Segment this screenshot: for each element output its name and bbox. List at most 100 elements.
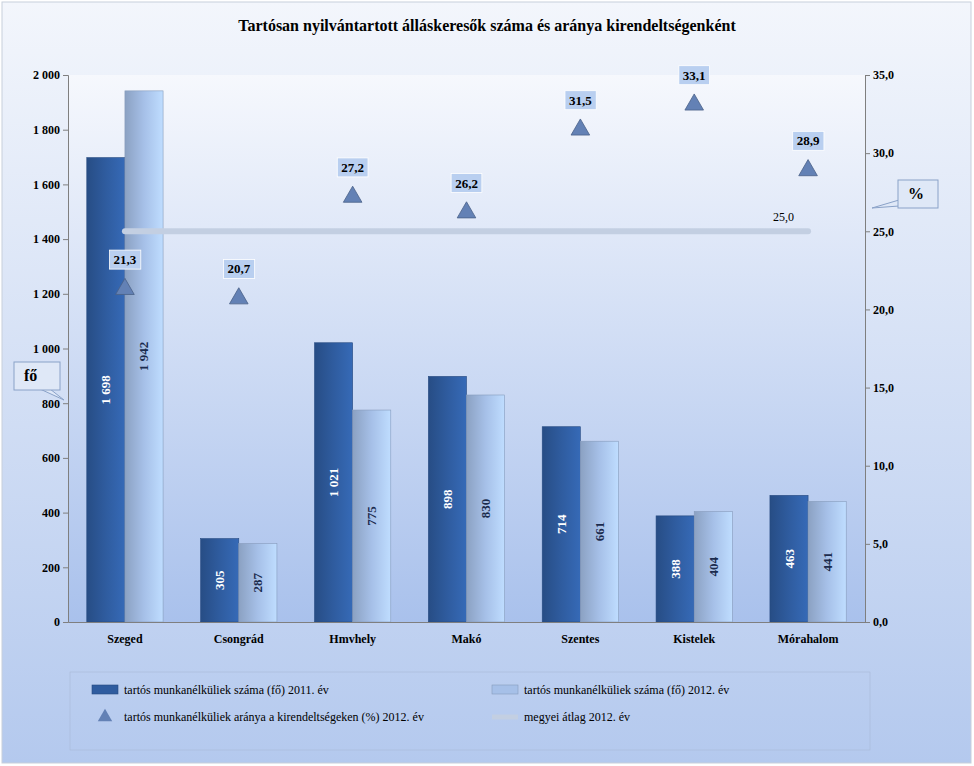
tick-label: 200 <box>42 561 60 575</box>
background <box>2 2 971 763</box>
data-label-box: 21,3 <box>110 250 141 269</box>
data-label: 898 <box>440 489 455 509</box>
tick: 2 000 <box>33 68 68 82</box>
legend-symbol <box>98 709 112 721</box>
data-label: 830 <box>478 499 493 519</box>
tick: 20,0 <box>865 303 894 317</box>
marker <box>457 202 476 218</box>
data-label: 26,2 <box>455 176 478 191</box>
tick-mark <box>865 466 870 467</box>
data-label: 31,5 <box>569 93 592 108</box>
tick-mark <box>63 458 68 459</box>
callout-box <box>14 362 60 390</box>
tick-label: 1 400 <box>33 232 60 246</box>
legend-item: megyei átlag 2012. év <box>492 710 630 724</box>
y-axis: 02004006008001 0001 2001 4001 6001 8002 … <box>33 68 69 629</box>
data-label: 1 021 <box>326 468 341 497</box>
tick-mark <box>63 349 68 350</box>
data-label-box: 27,2 <box>337 158 368 177</box>
marker <box>116 278 135 294</box>
label-background <box>110 250 141 269</box>
label-background <box>565 91 596 110</box>
tick: 25,0 <box>865 225 894 239</box>
tick-label: 800 <box>42 397 60 411</box>
chart: Tartósan nyilvántartott álláskeresők szá… <box>0 0 974 766</box>
data-label: 388 <box>668 559 683 579</box>
data-label: 21,3 <box>114 252 137 267</box>
tick: 600 <box>42 451 68 465</box>
tick: 10,0 <box>865 459 894 473</box>
data-label-box: 28,9 <box>793 131 824 150</box>
tick: 30,0 <box>865 146 894 160</box>
tick-label: 2 000 <box>33 68 60 82</box>
tick-label: 15,0 <box>873 381 894 395</box>
tick: 15,0 <box>865 381 894 395</box>
data-label-box: 33,1 <box>679 66 710 85</box>
tick-mark <box>63 403 68 404</box>
tick: Mórahalom <box>778 622 839 646</box>
marker <box>685 94 704 110</box>
data-label: 1 698 <box>98 375 113 405</box>
bar <box>770 495 808 622</box>
tick-mark <box>63 184 68 185</box>
bar <box>808 501 846 622</box>
bar <box>353 410 391 622</box>
tick-mark <box>63 622 68 623</box>
tick-mark <box>63 239 68 240</box>
bar <box>87 158 125 622</box>
data-label: 20,7 <box>227 261 250 276</box>
y2-axis-title: % <box>872 180 938 208</box>
bar <box>315 343 353 622</box>
tick-label: Szentes <box>561 632 599 646</box>
data-label: 1 942 <box>136 342 151 371</box>
tick: Szeged <box>107 622 143 646</box>
legend-label: megyei átlag 2012. év <box>524 710 630 724</box>
tick-mark <box>865 153 870 154</box>
tick: 1 000 <box>33 342 68 356</box>
data-label: 305 <box>212 570 227 590</box>
tick: Szentes <box>561 622 599 646</box>
tick-label: 20,0 <box>873 303 894 317</box>
data-label: 463 <box>782 548 797 568</box>
data-label: 775 <box>364 506 379 526</box>
tick: Kistelek <box>673 622 715 646</box>
bar <box>656 516 694 622</box>
tick: 0,0 <box>865 615 888 629</box>
data-label: 404 <box>706 557 721 577</box>
callout-tail <box>40 389 64 400</box>
bar <box>542 427 580 622</box>
legend: tartós munkanélküliek száma (fő) 2011. é… <box>70 672 870 750</box>
tick-label: 1 200 <box>33 287 60 301</box>
line <box>125 228 808 234</box>
label-background <box>679 66 710 85</box>
axis-title: % <box>908 185 924 202</box>
tick-mark <box>63 567 68 568</box>
tick-label: 30,0 <box>873 146 894 160</box>
marks <box>87 91 846 622</box>
tick-mark <box>865 388 870 389</box>
tick-mark <box>63 294 68 295</box>
legend-label: tartós munkanélküliek száma (fő) 2011. é… <box>124 683 329 697</box>
label-background <box>223 259 254 278</box>
legend-label: tartós munkanélküliek aránya a kirendelt… <box>124 710 424 724</box>
tick: Csongrád <box>214 622 264 646</box>
legend-item: tartós munkanélküliek aránya a kirendelt… <box>98 709 424 724</box>
data-label: 714 <box>554 514 569 534</box>
tick-label: Szeged <box>107 632 143 646</box>
tick-label: Csongrád <box>214 632 264 646</box>
tick-label: 10,0 <box>873 459 894 473</box>
tick: 35,0 <box>865 68 894 82</box>
tick-label: 1 800 <box>33 123 60 137</box>
data-label: 33,1 <box>683 68 706 83</box>
data-labels: 1 6983051 0218987143884631 9422877758306… <box>98 66 834 593</box>
bar <box>580 441 618 622</box>
tick-mark <box>63 130 68 131</box>
legend-item: tartós munkanélküliek száma (fő) 2012. é… <box>492 683 729 697</box>
bar-series <box>87 158 808 622</box>
axis-title: fő <box>24 367 37 384</box>
tick-mark <box>865 309 870 310</box>
callout-box <box>898 180 938 208</box>
tick: 1 200 <box>33 287 68 301</box>
tick-mark <box>865 544 870 545</box>
tick: 5,0 <box>865 537 888 551</box>
